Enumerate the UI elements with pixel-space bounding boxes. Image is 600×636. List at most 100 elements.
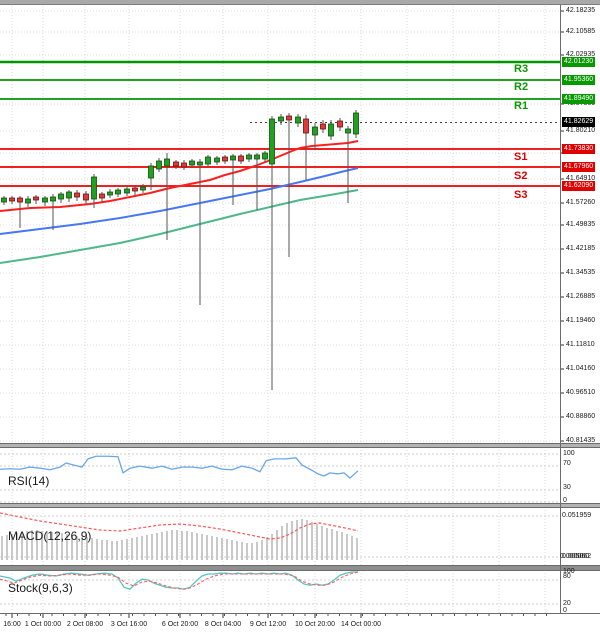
price-tick: 40.81435 [566, 437, 596, 444]
candle-body [353, 112, 359, 135]
price-tick: 41.11810 [566, 341, 595, 348]
stoch-indicator-label: Stock(9,6,3) [8, 581, 73, 595]
rsi-scale-label: 70 [563, 460, 571, 467]
candle-body [132, 187, 138, 192]
candle-body [337, 120, 343, 128]
price-tick: 41.04160 [566, 365, 596, 372]
candle-body [148, 165, 154, 179]
level-label-s1: S1 [514, 151, 528, 163]
candle-body [33, 196, 39, 201]
candle-body [66, 191, 72, 199]
time-label: 10 Oct 20:00 [294, 621, 336, 628]
time-label: 6 Oct 20:00 [161, 621, 199, 628]
macd-scale-label: 0.051959 [562, 512, 592, 519]
macd-scale-label-overlap: 0.000060 [560, 553, 590, 560]
resistance-price-badge: 42.01230 [562, 57, 596, 67]
stoch-k-line [0, 571, 358, 590]
candle-body [25, 198, 31, 204]
candle-body [58, 193, 64, 200]
time-label: 1 Oct 00:00 [24, 621, 62, 628]
price-tick: 41.34535 [566, 269, 596, 276]
time-label: 16:00 [3, 621, 21, 628]
candle-body [189, 160, 195, 166]
stoch-scale-label: 0 [563, 607, 567, 614]
candle-body [140, 186, 146, 191]
time-label: 9 Oct 12:00 [249, 621, 287, 628]
price-axis-border [560, 5, 561, 614]
window-top-bar [0, 0, 600, 5]
level-label-r2: R2 [514, 81, 529, 93]
support-price-badge: 41.62090 [562, 181, 596, 191]
current-price-badge: 41.82629 [562, 117, 596, 127]
price-tick: 41.80210 [566, 127, 596, 134]
candle-body [320, 123, 326, 130]
price-tick: 41.49835 [566, 221, 596, 228]
rsi-scale-label: 0 [563, 497, 567, 504]
candle-body [238, 155, 244, 162]
level-label-s3: S3 [514, 189, 528, 201]
candle-body [74, 192, 80, 198]
candle-body [115, 189, 121, 195]
candle-body [124, 188, 130, 194]
candle-body [91, 176, 97, 200]
stoch-scale-label: 20 [563, 600, 571, 607]
stoch-scale-label: 80 [563, 573, 571, 580]
candle-body [246, 154, 252, 160]
candle-body [107, 191, 113, 196]
support-price-badge: 41.67960 [562, 162, 596, 172]
price-tick: 40.96510 [566, 389, 596, 396]
resistance-price-badge: 41.95360 [562, 75, 596, 85]
panel-separator-main-rsi[interactable] [0, 443, 600, 448]
candle-body [312, 126, 318, 136]
support-price-badge: 41.73830 [562, 144, 596, 154]
candle-body [197, 161, 203, 166]
stoch-scale-label: 100 [563, 568, 575, 575]
candle-body [222, 156, 228, 162]
candle-body [214, 157, 220, 163]
candle-body [269, 118, 275, 165]
price-tick: 41.19460 [566, 317, 596, 324]
candle-body [1, 197, 7, 203]
macd-indicator-label: MACD(12,26,9) [8, 529, 92, 543]
rsi-line [0, 455, 359, 479]
panel-separator-rsi-macd[interactable] [0, 503, 600, 508]
candle-body [205, 156, 211, 165]
candle-body [17, 197, 23, 203]
price-tick: 41.26885 [566, 293, 596, 300]
candle-body [254, 154, 260, 160]
candle-body [99, 193, 105, 199]
candle-body [278, 116, 284, 122]
time-label: 14 Oct 00:00 [340, 621, 382, 628]
candle-body [42, 197, 48, 203]
candle-body [303, 118, 309, 134]
price-tick: 40.88860 [566, 413, 596, 420]
candle-body [295, 116, 301, 124]
level-label-r3: R3 [514, 63, 529, 75]
time-label: 2 Oct 08:00 [66, 621, 104, 628]
panel-separator-macd-stoch[interactable] [0, 565, 600, 571]
price-tick: 42.10585 [566, 28, 596, 35]
candle-body [9, 197, 15, 202]
candle-body [230, 155, 236, 161]
resistance-price-badge: 41.89490 [562, 94, 596, 104]
ma-mid-blue [0, 167, 359, 235]
level-label-r1: R1 [514, 100, 529, 112]
candle-body [164, 158, 170, 167]
rsi-indicator-label: RSI(14) [8, 474, 50, 488]
candle-body [262, 152, 268, 160]
macd-scale-label: 0.005062 [562, 553, 592, 560]
candle-body [286, 115, 292, 121]
candle-body [156, 160, 162, 170]
candle-body [345, 128, 351, 134]
level-label-s2: S2 [514, 170, 528, 182]
price-tick: 41.57260 [566, 199, 596, 206]
time-label: 8 Oct 04:00 [204, 621, 242, 628]
price-tick: 41.64910 [566, 175, 596, 182]
stoch-d-line [0, 571, 359, 590]
time-label: 3 Oct 16:00 [110, 621, 148, 628]
candle-body [83, 193, 89, 201]
rsi-scale-label: 30 [563, 484, 571, 491]
candle-body [173, 161, 179, 167]
